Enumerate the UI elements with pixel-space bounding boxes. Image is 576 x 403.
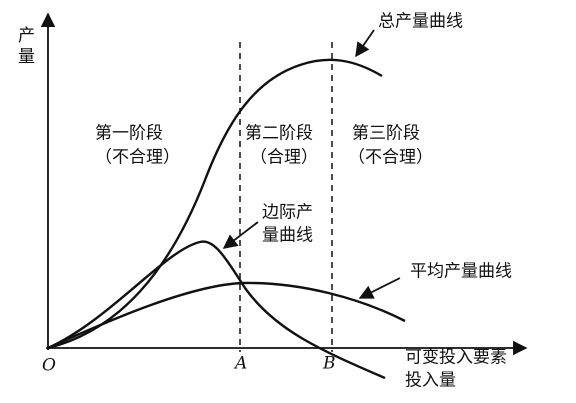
stage-note: （不合理） [95,148,180,168]
origin-label: O [42,356,56,376]
stage-note: （不合理） [348,148,433,168]
total-pointer [355,29,375,58]
stage-name: 第一阶段 [95,124,163,144]
stage-note: （合理） [250,148,318,168]
marginal-curve [47,240,386,380]
x-axis-label: 可变投入要素 [405,348,507,368]
point-label: A [233,354,247,374]
stage-name: 第二阶段 [245,124,313,144]
x-axis-label: 投入量 [405,371,456,391]
y-axis-label: 产量 [14,26,35,68]
average-label: 平均产量曲线 [410,262,512,282]
total-curve [47,58,383,350]
total-label: 总产量曲线 [378,12,463,32]
point-label: B [322,354,336,374]
marginal-pointer [222,221,259,249]
marginal-label: 量曲线 [262,226,313,246]
marginal-label: 边际产 [262,203,313,223]
stage-name: 第三阶段 [352,124,420,144]
average-curve [47,281,406,350]
average-pointer [358,277,401,299]
